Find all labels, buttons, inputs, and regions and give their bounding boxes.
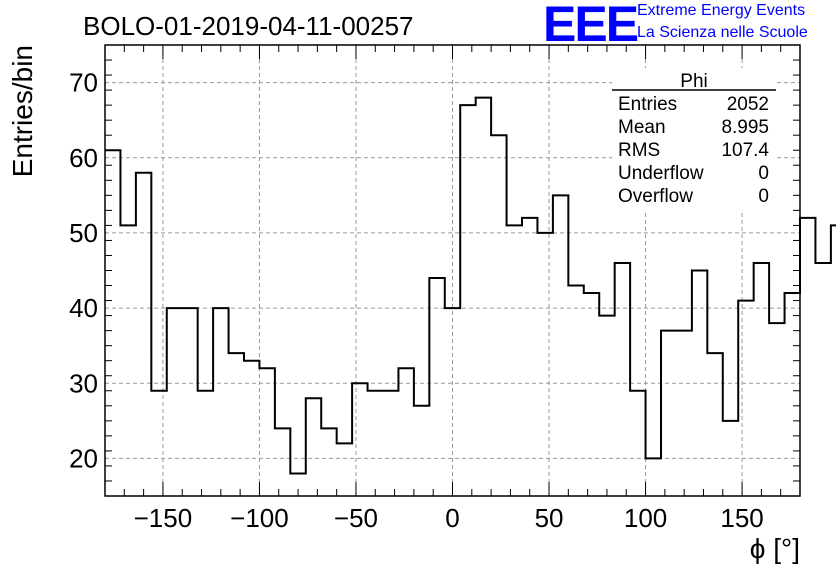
histogram-bin xyxy=(738,301,753,496)
x-tick-label: −150 xyxy=(134,503,193,533)
y-tick-label: 50 xyxy=(69,218,98,248)
histogram-bin xyxy=(429,278,444,496)
histogram-bin xyxy=(229,353,244,496)
histogram-bin xyxy=(321,428,336,496)
stat-value-overflow: 0 xyxy=(758,186,769,207)
histogram-bin xyxy=(522,218,537,496)
x-tick-label: 50 xyxy=(535,503,564,533)
histogram-bin xyxy=(815,263,830,496)
histogram-bin xyxy=(507,225,522,496)
stat-label-rms: RMS xyxy=(618,140,660,161)
stats-box-title: Phi xyxy=(680,71,707,92)
histogram-bin xyxy=(630,391,645,496)
histogram-bin xyxy=(198,391,213,496)
stats-box-background xyxy=(612,68,776,210)
stat-label-overflow: Overflow xyxy=(618,186,693,207)
histogram-bin xyxy=(599,316,614,496)
histogram-bin xyxy=(661,331,676,496)
stat-value-underflow: 0 xyxy=(758,163,769,184)
histogram-bin xyxy=(769,323,784,496)
histogram-bin xyxy=(537,233,552,496)
histogram-bin xyxy=(460,105,475,496)
y-tick-label: 70 xyxy=(69,68,98,98)
histogram-bin xyxy=(275,428,290,496)
logo-line-2: La Scienza nelle Scuole xyxy=(637,24,808,41)
y-tick-label: 20 xyxy=(69,443,98,473)
histogram-bin xyxy=(723,421,738,496)
stat-value-entries: 2052 xyxy=(727,94,769,115)
histogram-bin xyxy=(259,368,274,496)
x-tick-labels: −150 −100 −50 0 50 100 150 xyxy=(134,503,764,533)
histogram-bin xyxy=(337,443,352,496)
y-tick-label: 60 xyxy=(69,143,98,173)
histogram-bin xyxy=(476,98,491,496)
x-tick-label: −50 xyxy=(334,503,378,533)
histogram-bin xyxy=(244,361,259,496)
y-tick-labels: 20 30 40 50 60 70 xyxy=(69,68,98,474)
histogram-bin xyxy=(352,383,367,496)
histogram-bin xyxy=(182,308,197,496)
y-tick-label: 40 xyxy=(69,293,98,323)
histogram-bin xyxy=(754,263,769,496)
axis-ticks xyxy=(104,44,801,497)
histogram-bin xyxy=(568,286,583,496)
histogram-bin xyxy=(414,406,429,496)
x-tick-label: 100 xyxy=(624,503,667,533)
histogram-bin xyxy=(615,263,630,496)
histogram-bin xyxy=(213,308,228,496)
logo-line-1: Extreme Energy Events xyxy=(637,2,806,19)
histogram-bin xyxy=(584,293,599,496)
histogram-bin xyxy=(676,331,691,496)
histogram-bin xyxy=(692,271,707,497)
histogram-bin xyxy=(120,225,135,496)
x-tick-label: 0 xyxy=(445,503,459,533)
histogram-bin xyxy=(136,173,151,496)
histogram-bin xyxy=(445,308,460,496)
histogram-bin xyxy=(800,218,815,496)
histogram-outline xyxy=(105,96,836,475)
stat-value-mean: 8.995 xyxy=(721,117,769,138)
histogram-bin xyxy=(306,398,321,496)
stat-label-mean: Mean xyxy=(618,117,666,138)
stat-value-rms: 107.4 xyxy=(721,140,769,161)
x-axis-label: ϕ [°] xyxy=(750,533,800,564)
histogram-bin xyxy=(105,150,120,496)
histogram-bin xyxy=(646,458,661,496)
histogram-bin xyxy=(167,308,182,496)
stats-box: Phi Entries 2052 Mean 8.995 RMS 107.4 Un… xyxy=(612,68,776,210)
chart-title: BOLO-01-2019-04-11-00257 xyxy=(83,11,414,41)
histogram-series xyxy=(105,96,836,497)
histogram-bin xyxy=(398,368,413,496)
stat-label-underflow: Underflow xyxy=(618,163,704,184)
histogram-bin xyxy=(707,353,722,496)
histogram-bin xyxy=(368,391,383,496)
histogram-bin xyxy=(491,135,506,496)
histogram-bin xyxy=(383,391,398,496)
y-axis-label: Entries/bin xyxy=(7,45,38,177)
eee-logo-mark: EEE xyxy=(543,0,639,52)
stat-label-entries: Entries xyxy=(618,94,677,115)
histogram-bin xyxy=(553,195,568,496)
x-tick-label: 150 xyxy=(720,503,763,533)
y-tick-label: 30 xyxy=(69,368,98,398)
histogram-bin xyxy=(831,225,836,496)
x-tick-label: −100 xyxy=(230,503,289,533)
histogram-bin xyxy=(151,391,166,496)
